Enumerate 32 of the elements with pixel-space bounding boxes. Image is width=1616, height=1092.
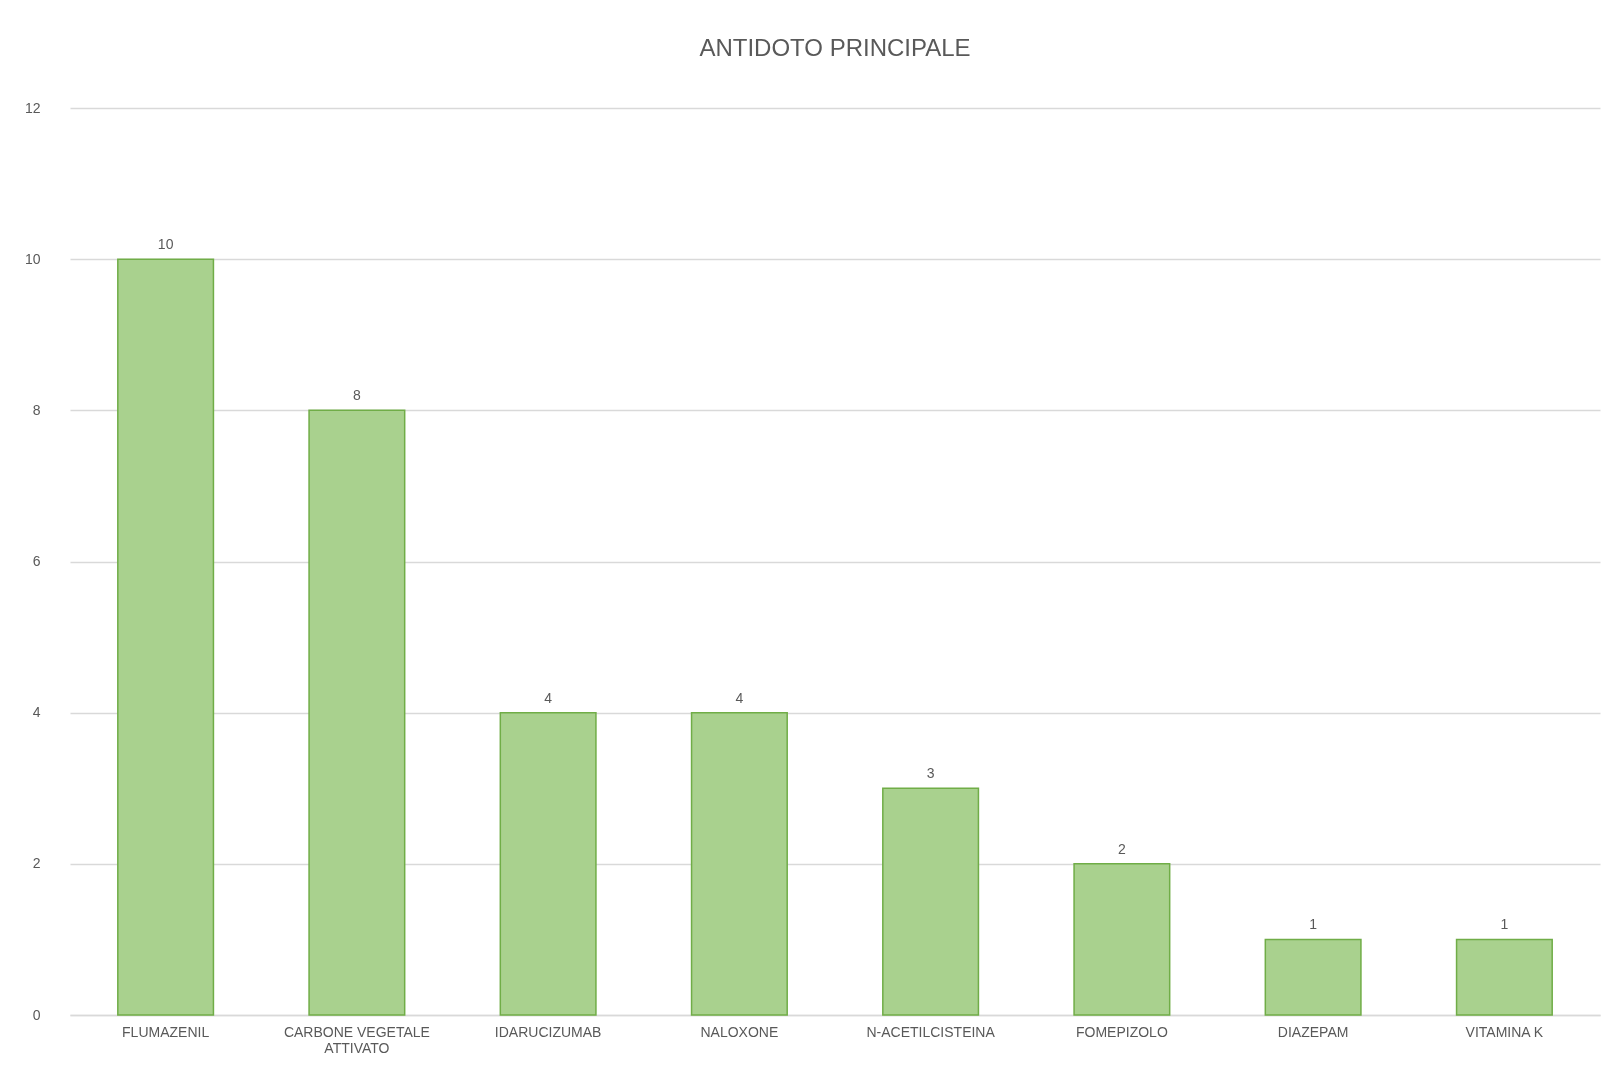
data-label: 4 (544, 689, 553, 706)
x-tick-label: CARBONE VEGETALE ATTIVATO (283, 1023, 430, 1056)
y-tick-label: 6 (32, 553, 41, 569)
data-label: 8 (352, 387, 361, 404)
x-tick-label: N-ACETILCISTEINA (866, 1023, 996, 1040)
y-tick-label: 12 (24, 99, 41, 116)
y-tick-label: 8 (32, 401, 41, 418)
data-label: 2 (1117, 840, 1126, 857)
y-tick-label: 4 (32, 704, 41, 721)
x-tick-label: NALOXONE (700, 1023, 779, 1040)
x-tick-label: VITAMINA K (1465, 1023, 1544, 1040)
chart-title: ANTIDOTO PRINCIPALE (699, 34, 971, 61)
bar (690, 711, 788, 1016)
bar (1073, 863, 1171, 1016)
bar (1455, 938, 1553, 1016)
data-label: 1 (1309, 916, 1318, 933)
data-label: 1 (1500, 916, 1509, 933)
data-label: 4 (735, 689, 744, 706)
y-tick-label: 10 (24, 250, 41, 267)
data-label: 3 (926, 765, 935, 782)
y-tick-label: 2 (32, 855, 41, 872)
x-tick-label: IDARUCIZUMAB (494, 1023, 602, 1040)
bar (499, 711, 597, 1016)
y-tick-label: 0 (32, 1006, 41, 1023)
bar (1264, 938, 1362, 1016)
bar (117, 258, 215, 1016)
x-tick-label: FOMEPIZOLO (1075, 1023, 1168, 1040)
x-tick-label: FLUMAZENIL (122, 1023, 210, 1040)
x-tick-label: DIAZEPAM (1277, 1023, 1349, 1040)
bar (882, 787, 980, 1016)
data-label: 10 (157, 236, 174, 253)
bar (308, 409, 406, 1016)
